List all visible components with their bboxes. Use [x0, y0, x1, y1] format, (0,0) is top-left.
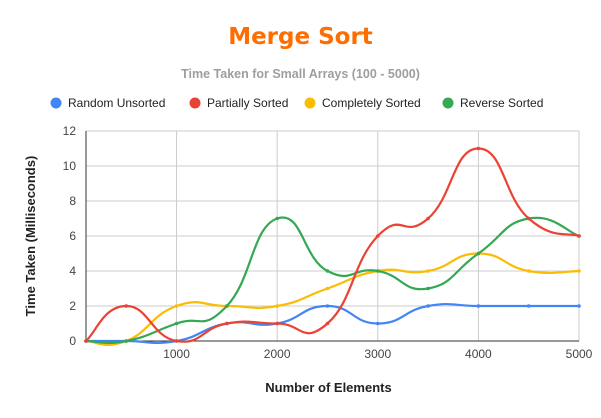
data-point [375, 234, 380, 238]
data-point [426, 286, 430, 291]
series-random-unsorted [84, 302, 581, 345]
data-point [325, 286, 330, 291]
legend-marker [189, 97, 201, 109]
legend-item: Reverse Sorted [442, 96, 543, 110]
y-tick-label: 10 [63, 159, 77, 173]
legend-item: Partially Sorted [189, 96, 288, 110]
legend-item: Random Unsorted [50, 96, 165, 110]
x-tick-label: 4000 [465, 347, 492, 361]
data-point [476, 251, 481, 256]
data-point [577, 269, 581, 273]
data-point [124, 304, 129, 308]
data-point [225, 304, 229, 308]
data-point [476, 304, 481, 308]
data-point [526, 269, 531, 273]
legend-label: Reverse Sorted [460, 96, 543, 110]
data-point [526, 216, 531, 221]
data-point [325, 269, 330, 273]
y-tick-label: 4 [69, 264, 76, 278]
chart-axis-labels: 0 2 4 6 8 10 12 1000 2000 3000 4000 5000 Number of E… [23, 124, 593, 395]
data-point [174, 339, 179, 343]
data-point [426, 216, 430, 221]
legend-marker [50, 97, 62, 109]
x-axis-title: Number of Elements [265, 380, 391, 395]
data-point [577, 304, 581, 308]
chart-subtitle: Time Taken for Small Arrays (100 - 5000) [181, 67, 420, 81]
data-point [124, 339, 129, 343]
legend-marker [304, 97, 316, 109]
data-point [526, 304, 531, 308]
series-line [85, 216, 580, 345]
data-point [325, 304, 330, 308]
y-tick-label: 12 [63, 124, 77, 138]
x-tick-label: 5000 [566, 347, 593, 361]
series-line [85, 302, 579, 345]
data-point [225, 321, 229, 326]
legend-item: Completely Sorted [304, 96, 421, 110]
data-point [174, 304, 179, 308]
legend-label: Random Unsorted [68, 96, 165, 110]
data-point [577, 234, 581, 238]
chart-legend: Random Unsorted Partially Sorted Completel… [50, 96, 543, 110]
y-tick-label: 6 [69, 229, 76, 243]
data-point [426, 269, 430, 273]
legend-label: Partially Sorted [207, 96, 288, 110]
data-point [275, 304, 279, 308]
data-point [375, 321, 380, 326]
series-partially-sorted [84, 146, 581, 343]
data-point [275, 321, 279, 326]
data-point [476, 146, 481, 151]
legend-label: Completely Sorted [322, 96, 421, 110]
y-tick-label: 2 [69, 299, 76, 313]
data-point [426, 304, 430, 308]
x-tick-label: 2000 [264, 347, 291, 361]
legend-marker [442, 97, 454, 109]
data-point [275, 216, 279, 221]
data-point [325, 321, 330, 326]
y-tick-label: 8 [69, 194, 76, 208]
chart-title: Merge Sort [228, 24, 373, 50]
y-tick-label: 0 [69, 334, 76, 348]
chart-grid [85, 130, 580, 342]
series-line [85, 147, 580, 343]
y-axis-title: Time Taken (Milliseconds) [23, 156, 38, 317]
chart-series [84, 146, 581, 346]
x-tick-label: 3000 [364, 347, 391, 361]
data-point [174, 321, 179, 326]
data-point [84, 339, 88, 343]
x-tick-label: 1000 [163, 347, 190, 361]
data-point [375, 269, 380, 273]
